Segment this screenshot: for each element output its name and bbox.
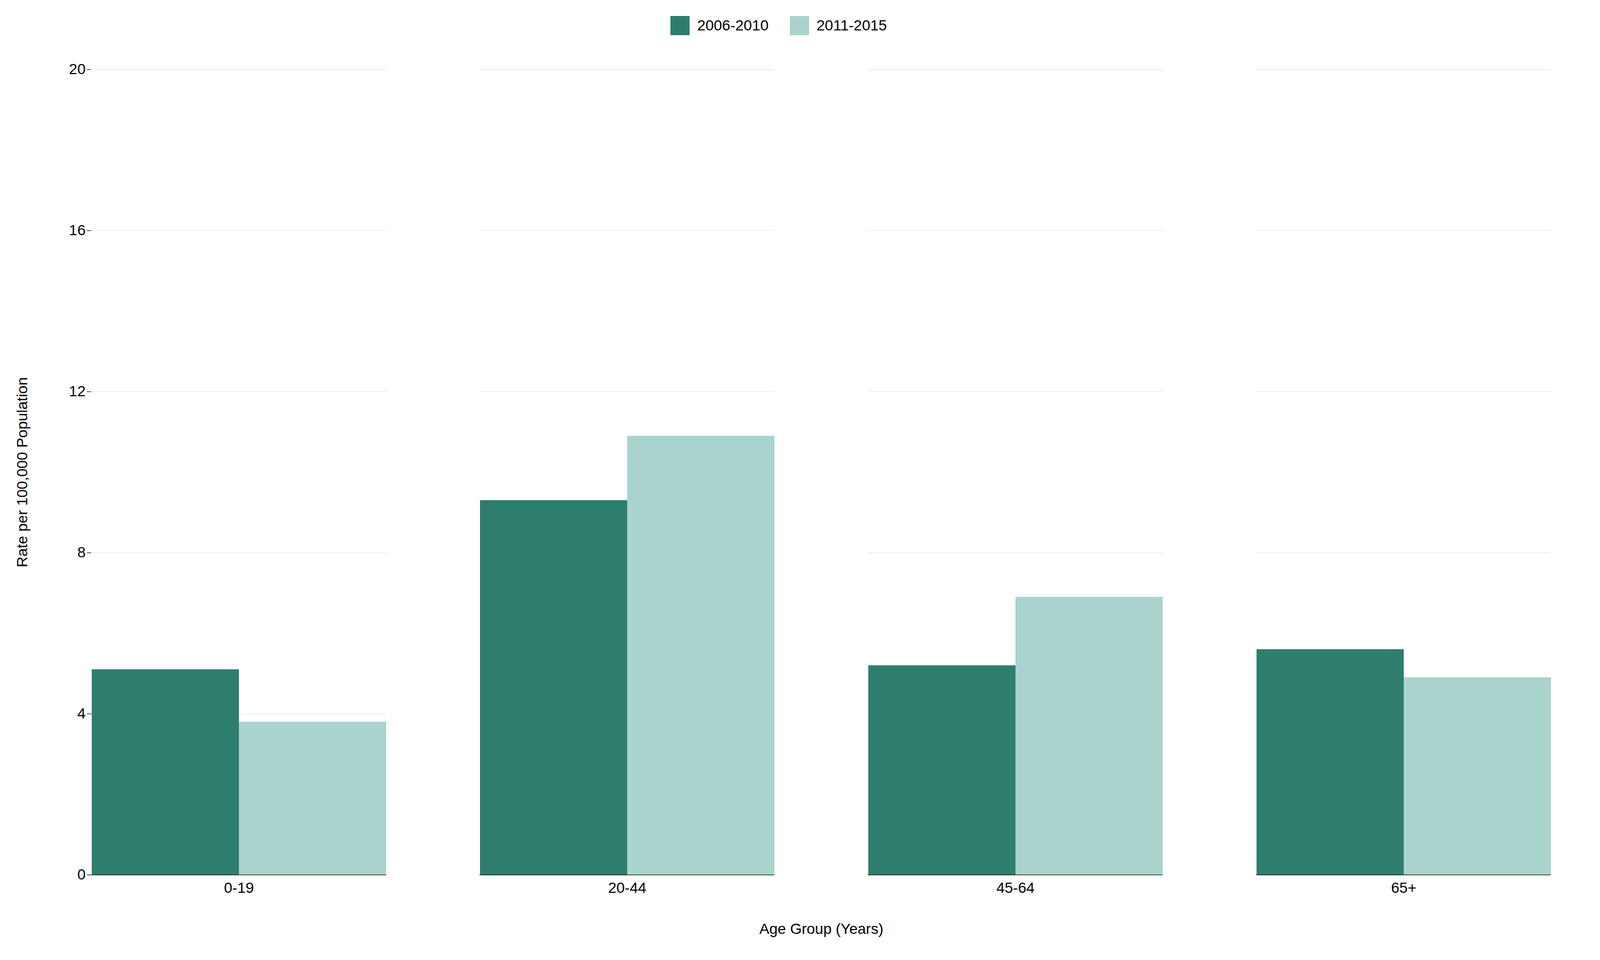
svg-text:45-64: 45-64 bbox=[996, 879, 1035, 896]
svg-text:20-44: 20-44 bbox=[608, 879, 647, 896]
svg-text:65+: 65+ bbox=[1390, 879, 1417, 896]
svg-text:0-19: 0-19 bbox=[224, 879, 254, 896]
html-text:2006-2010: 2006-2010 bbox=[697, 17, 769, 34]
svg-text:Rate per 100,000 Population: Rate per 100,000 Population bbox=[13, 377, 31, 568]
svg-text:16: 16 bbox=[68, 221, 86, 239]
svg-text:0: 0 bbox=[77, 866, 86, 883]
svg-text:8: 8 bbox=[77, 544, 86, 561]
html-text:2011-2015: 2011-2015 bbox=[816, 17, 887, 34]
svg-text:20: 20 bbox=[68, 60, 86, 78]
svg-text:12: 12 bbox=[68, 382, 86, 400]
svg-text:4: 4 bbox=[77, 705, 86, 722]
svg-text:Age Group (Years): Age Group (Years) bbox=[759, 920, 884, 938]
